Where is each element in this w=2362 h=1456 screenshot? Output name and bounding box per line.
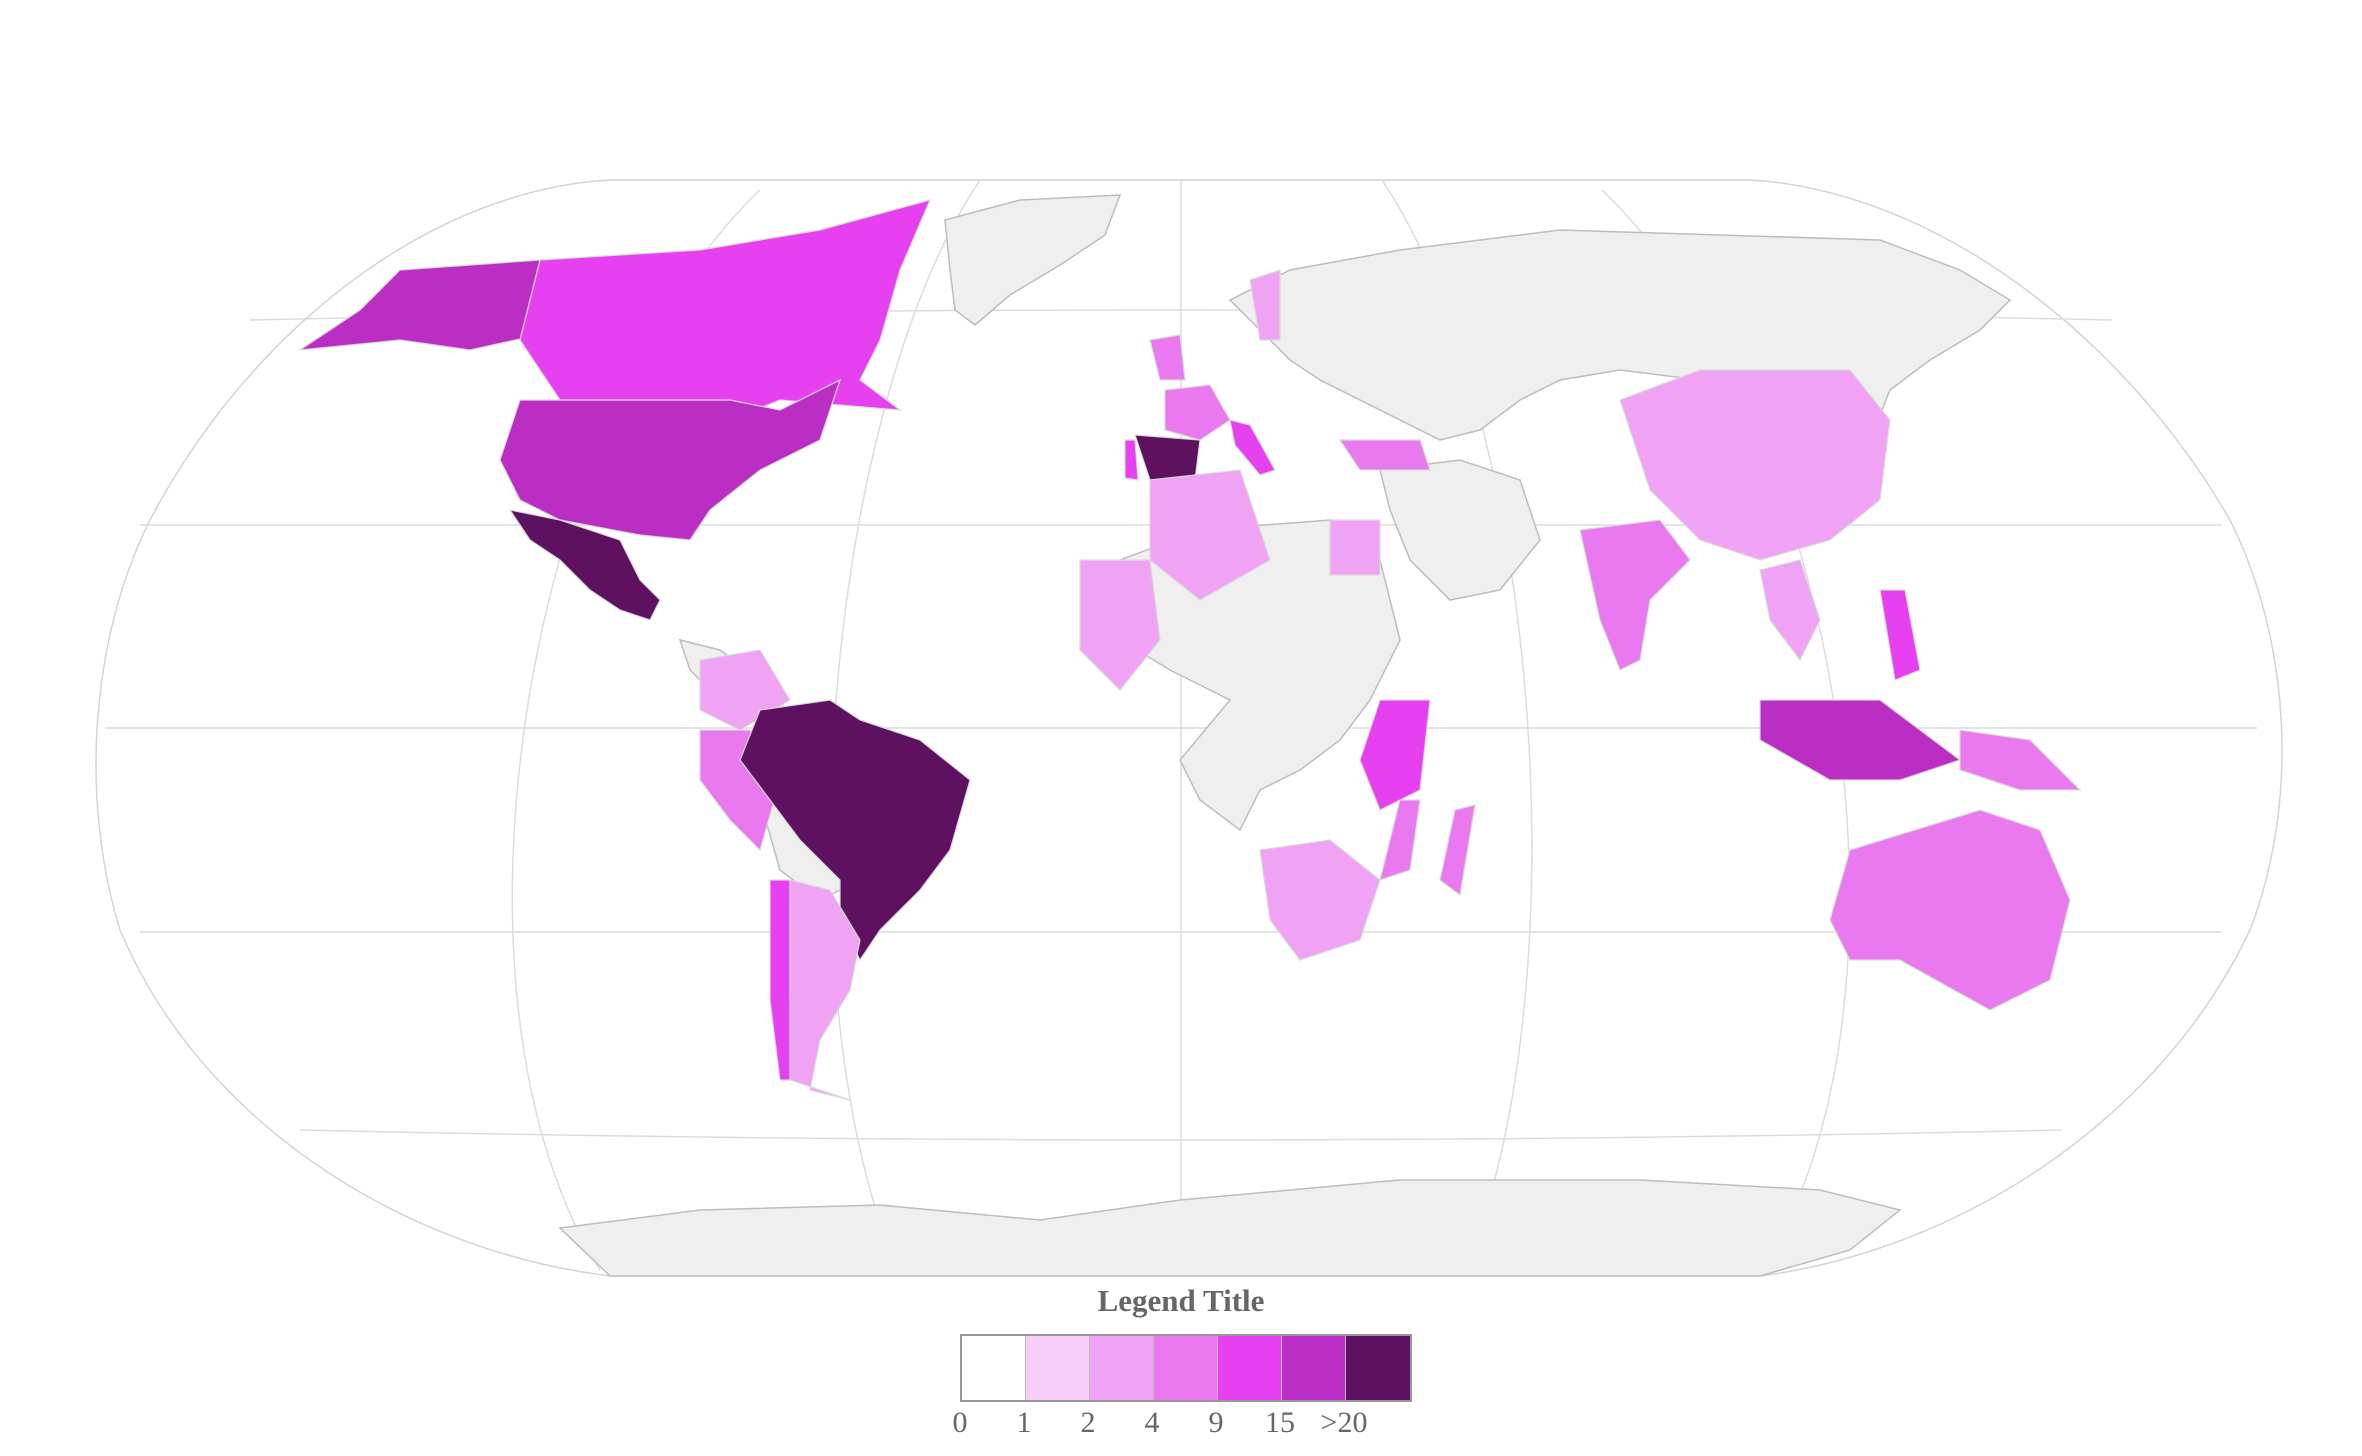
region-mozambique [1379, 799, 1421, 881]
legend-label-2: 2 [1080, 1406, 1096, 1439]
region-india [1579, 519, 1691, 671]
region-philippines [1879, 589, 1921, 681]
region-papua-new-guinea [1959, 729, 2082, 791]
legend-label-6: >20 [1320, 1406, 1368, 1439]
region-sweden [1249, 269, 1281, 341]
legend-label-3: 4 [1144, 1406, 1160, 1439]
legend-title: Legend Title [1097, 1283, 1265, 1318]
region-southeast-asia [1759, 559, 1821, 662]
legend-swatch-0 [962, 1336, 1026, 1400]
greenland [944, 194, 1122, 326]
legend-swatch-4 [1218, 1336, 1282, 1400]
region-united-kingdom [1149, 334, 1186, 381]
region-argentina [789, 879, 861, 1101]
legend-swatch-1 [1026, 1336, 1090, 1400]
region-italy [1229, 419, 1276, 476]
legend-swatch-2 [1090, 1336, 1154, 1400]
legend-swatch-5 [1282, 1336, 1346, 1400]
region-china [1619, 369, 1891, 561]
region-turkey [1338, 439, 1431, 471]
region-united-states [499, 378, 842, 541]
legend-swatch-6 [1346, 1336, 1410, 1400]
region-portugal [1124, 439, 1139, 481]
antarctica [558, 1179, 1902, 1277]
region-algeria [1149, 469, 1271, 601]
middle-east [1379, 459, 1541, 601]
region-indonesia [1759, 699, 1962, 781]
legend-label-5: 15 [1265, 1406, 1295, 1439]
region-madagascar [1439, 804, 1476, 897]
region-france [1164, 384, 1231, 441]
region-egypt [1329, 519, 1381, 576]
legend-label-1: 1 [1016, 1406, 1032, 1439]
legend-color-scale [960, 1334, 1412, 1402]
region-southern-africa [1259, 839, 1381, 961]
legend-swatch-3 [1154, 1336, 1218, 1400]
region-australia [1829, 809, 2071, 1011]
choropleth-regions [299, 199, 2082, 1101]
legend-label-4: 9 [1208, 1406, 1224, 1439]
legend-label-0: 0 [952, 1406, 968, 1439]
region-west-africa [1079, 559, 1161, 691]
legend-labels: 0 1 2 4 9 15 >20 [0, 1406, 2362, 1446]
region-brazil [739, 699, 971, 962]
region-mexico [508, 509, 661, 621]
